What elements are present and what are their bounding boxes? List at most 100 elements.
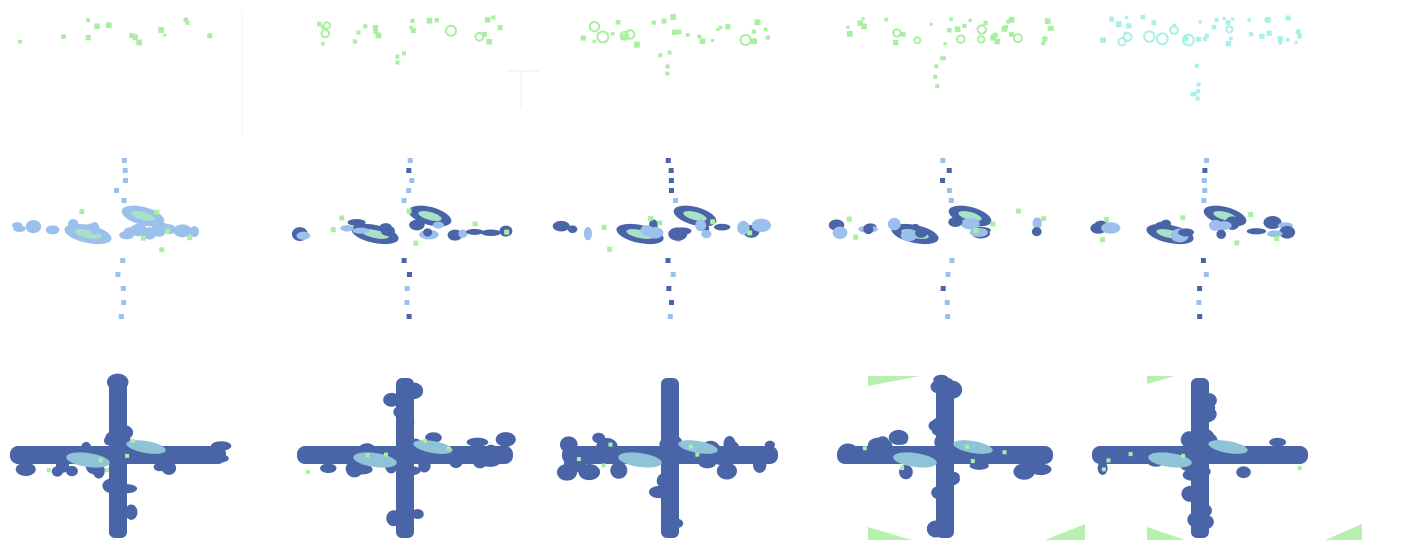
speck [719,26,723,30]
speck [1248,212,1253,217]
speck [1202,168,1207,173]
blob [723,436,735,452]
blob [296,232,310,240]
speck [395,61,399,65]
speck [366,453,370,457]
speck [413,241,418,246]
speck [1129,452,1133,456]
blob [1178,228,1194,236]
speck [1126,23,1131,28]
speck [971,459,975,463]
speck [669,178,674,183]
speck [1278,41,1282,45]
speck [411,19,415,23]
speck [405,286,410,291]
speck [407,209,412,214]
speck [940,158,945,163]
speck [408,158,413,163]
speck [1109,17,1114,22]
speck [141,236,146,241]
speck [577,457,581,461]
blob [888,218,901,230]
speck [406,188,411,193]
blob [412,509,424,519]
speck [671,272,676,277]
blob [1030,464,1052,475]
speck [1296,29,1301,34]
speck [154,210,159,215]
speck [616,20,621,25]
blob [911,224,919,231]
speck [847,217,852,222]
speck [187,235,192,240]
speck [940,178,945,183]
blob [1193,382,1209,400]
speck [901,32,906,37]
speck [122,158,127,163]
speck [1100,237,1105,242]
speck [861,24,867,30]
speck [122,198,127,203]
speck [1048,26,1052,30]
blob [466,229,483,235]
blob [352,228,369,234]
speck [1286,15,1291,20]
speck [411,28,416,33]
speck [689,445,693,449]
speck [893,40,898,45]
speck [402,51,406,55]
speck [1229,37,1233,41]
speck [114,188,119,193]
speck [1201,198,1206,203]
blob [386,510,401,526]
blob [400,383,410,395]
blob [211,441,231,451]
speck [666,286,671,291]
speck [863,446,867,450]
speck [86,18,90,22]
blob [423,228,432,236]
blob [553,221,570,231]
speck [969,19,972,22]
speck [947,168,952,173]
speck [602,225,607,230]
speck [123,178,128,183]
speck [1042,36,1047,41]
speck [1195,64,1199,68]
speck [1041,41,1045,45]
blob [1198,503,1210,521]
blob [745,447,759,460]
blob [26,220,42,233]
speck [666,258,671,263]
speck [1202,178,1207,183]
blob [765,441,775,450]
speck [1226,41,1231,46]
blob [668,227,687,240]
speck [384,453,388,457]
speck [1202,188,1207,193]
speck [339,215,344,220]
speck [1259,34,1264,39]
speck [1201,258,1206,263]
speck [673,198,678,203]
blob [1181,431,1198,448]
speck [1116,21,1122,27]
speck [86,35,91,40]
speck [1212,25,1216,29]
speck [1298,466,1302,470]
speck [1197,286,1202,291]
blob [949,472,960,482]
speck [184,17,189,22]
speck [115,272,120,277]
speck [1003,450,1007,454]
blob [400,466,421,475]
speck [1248,18,1251,21]
speck [498,25,503,30]
blob [714,224,730,231]
speck [670,14,676,20]
speck [159,247,164,252]
speck [373,25,378,30]
blob [592,433,605,443]
speck [435,18,439,22]
speck [1286,38,1290,42]
